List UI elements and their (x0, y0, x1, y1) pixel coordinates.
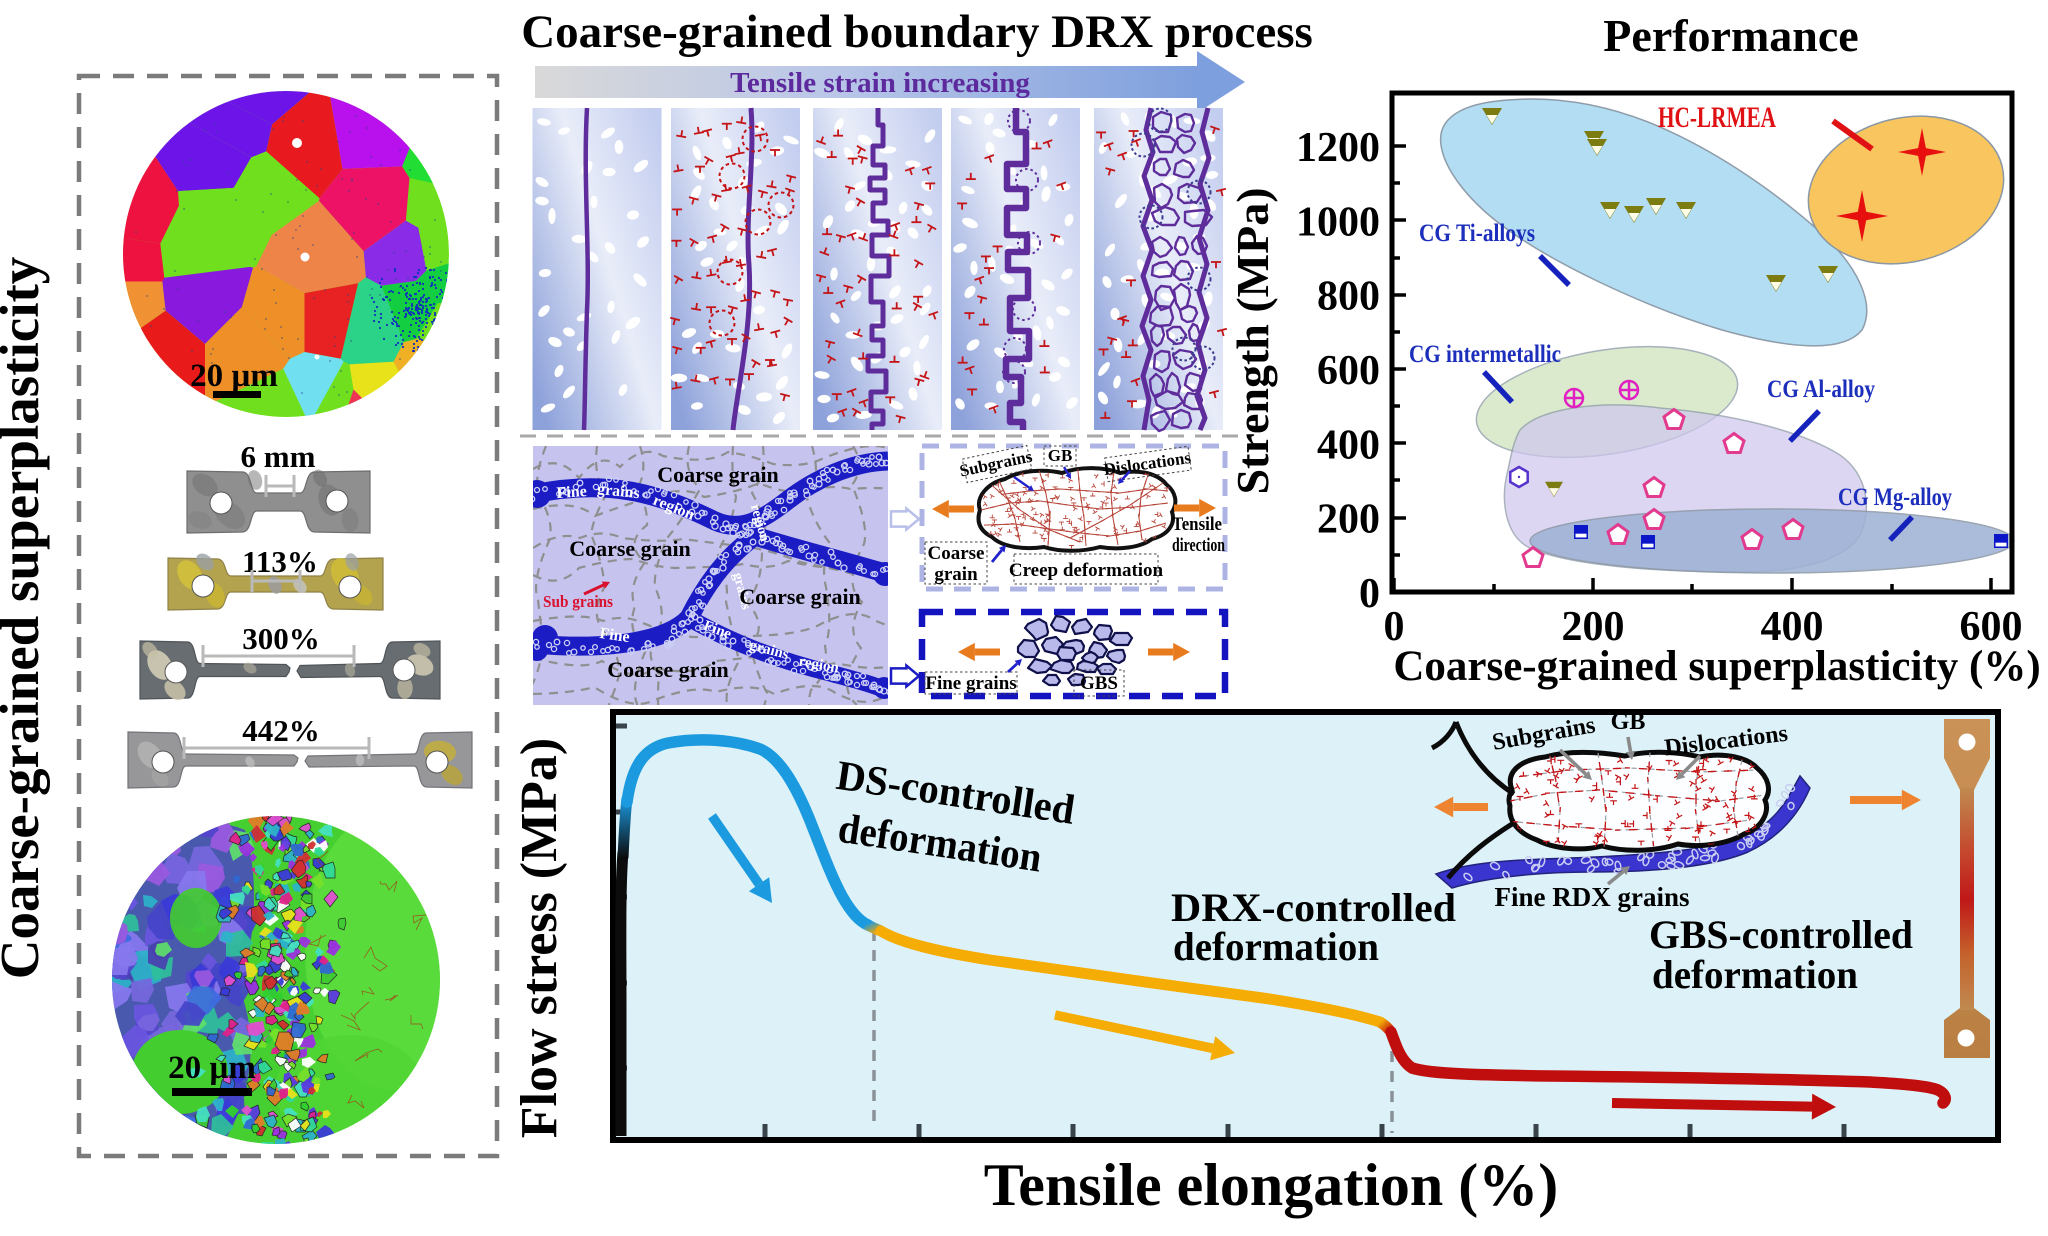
svg-text:deformation: deformation (1173, 924, 1379, 969)
svg-text:113%: 113% (242, 544, 318, 579)
svg-text:Coarse-grained superplasticity: Coarse-grained superplasticity (0, 257, 50, 980)
svg-text:HC-LRMEA: HC-LRMEA (1658, 101, 1776, 134)
svg-text:deformation: deformation (1652, 952, 1858, 997)
svg-text:442%: 442% (242, 713, 320, 748)
svg-text:200: 200 (1562, 604, 1625, 650)
svg-text:300%: 300% (242, 621, 320, 656)
svg-text:400: 400 (1317, 422, 1380, 468)
svg-text:200: 200 (1317, 497, 1380, 543)
svg-text:Coarse grain: Coarse grain (739, 584, 861, 609)
svg-text:Coarse grain: Coarse grain (607, 657, 729, 682)
svg-text:20 µm: 20 µm (168, 1050, 256, 1086)
svg-text:CG intermetallic: CG intermetallic (1409, 341, 1561, 368)
svg-text:grain: grain (934, 564, 978, 585)
svg-text:region: region (797, 654, 840, 677)
svg-text:CG Al-alloy: CG Al-alloy (1767, 376, 1875, 403)
svg-text:GBS: GBS (1080, 673, 1118, 694)
svg-text:Creep deformation: Creep deformation (1009, 560, 1164, 581)
svg-text:Coarse grain: Coarse grain (657, 462, 779, 487)
svg-text:grains: grains (596, 481, 640, 502)
svg-text:DRX-controlled: DRX-controlled (1171, 885, 1456, 930)
svg-text:0: 0 (1359, 571, 1380, 617)
svg-text:Tensile: Tensile (1172, 514, 1222, 535)
svg-text:Fine grains: Fine grains (925, 673, 1016, 694)
svg-text:Fine RDX grains: Fine RDX grains (1495, 882, 1690, 912)
svg-text:Fine: Fine (598, 625, 630, 646)
svg-text:Coarse-grained superplasticity: Coarse-grained superplasticity (%) (1393, 643, 2040, 690)
svg-text:Performance: Performance (1603, 10, 1858, 61)
svg-text:GBS-controlled: GBS-controlled (1649, 912, 1913, 957)
svg-text:6 mm: 6 mm (241, 439, 316, 474)
svg-text:direction: direction (1172, 535, 1225, 556)
svg-text:20 µm: 20 µm (190, 358, 278, 394)
svg-text:1200: 1200 (1296, 125, 1380, 171)
svg-text:Flow stress (MPa): Flow stress (MPa) (511, 738, 568, 1139)
svg-text:Sub grains: Sub grains (543, 592, 613, 611)
svg-text:800: 800 (1317, 274, 1380, 320)
svg-text:Tensile elongation (%): Tensile elongation (%) (984, 1152, 1558, 1218)
svg-text:CG Ti-alloys: CG Ti-alloys (1419, 220, 1535, 247)
svg-text:0: 0 (1384, 604, 1405, 650)
svg-text:Coarse-grained boundary DRX pr: Coarse-grained boundary DRX process (521, 6, 1313, 58)
svg-text:Coarse grain: Coarse grain (569, 536, 691, 561)
svg-text:Coarse: Coarse (928, 543, 985, 564)
svg-text:Fine: Fine (556, 483, 587, 502)
svg-text:GB: GB (1048, 446, 1073, 465)
svg-text:600: 600 (1317, 348, 1380, 394)
svg-text:600: 600 (1960, 604, 2023, 650)
svg-text:1000: 1000 (1296, 199, 1380, 245)
svg-text:Strength (MPa): Strength (MPa) (1227, 187, 1278, 494)
svg-text:400: 400 (1761, 604, 1824, 650)
svg-text:GB: GB (1611, 709, 1646, 735)
svg-text:Tensile strain increasing: Tensile strain increasing (730, 67, 1030, 99)
svg-text:CG Mg-alloy: CG Mg-alloy (1838, 484, 1952, 511)
